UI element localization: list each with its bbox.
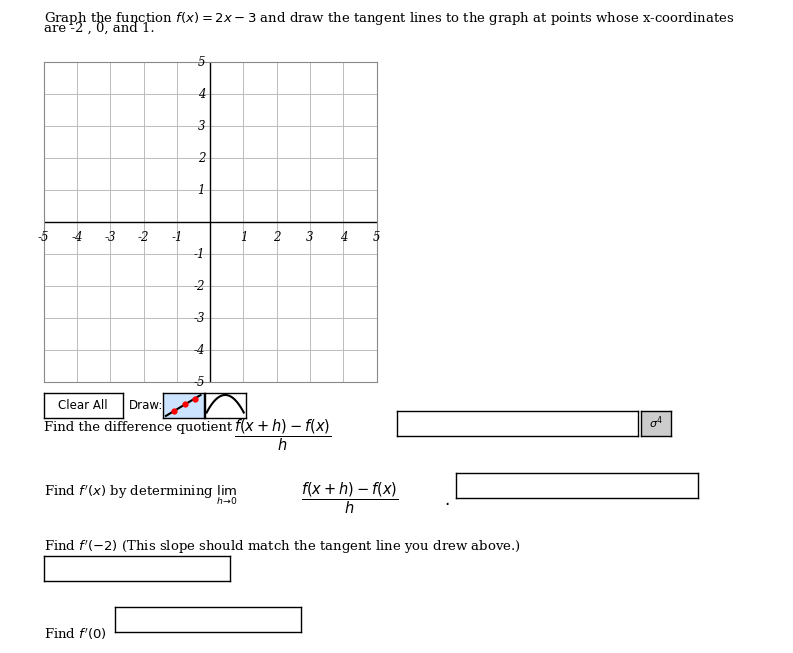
Text: -3: -3 (105, 231, 116, 244)
Text: -5: -5 (38, 231, 49, 244)
Text: $\dfrac{f(x+h)-f(x)}{h}$: $\dfrac{f(x+h)-f(x)}{h}$ (234, 418, 331, 453)
Text: -2: -2 (193, 279, 205, 293)
Text: are -2 , 0, and 1.: are -2 , 0, and 1. (44, 22, 155, 35)
Text: Find $f'(-2)$ (This slope should match the tangent line you drew above.): Find $f'(-2)$ (This slope should match t… (44, 539, 520, 556)
Text: -1: -1 (171, 231, 182, 244)
Text: 1: 1 (197, 183, 205, 197)
Text: 4: 4 (197, 88, 205, 101)
Text: 3: 3 (306, 231, 314, 244)
Text: 3: 3 (197, 119, 205, 133)
Text: -1: -1 (193, 247, 205, 261)
Text: Find $f'(x)$ by determining $\lim_{h \to 0}$: Find $f'(x)$ by determining $\lim_{h \to… (44, 483, 237, 507)
Text: -4: -4 (71, 231, 82, 244)
Text: $\sigma^4$: $\sigma^4$ (649, 415, 663, 432)
Text: Draw:: Draw: (128, 399, 163, 412)
Text: 2: 2 (273, 231, 281, 244)
Text: -5: -5 (193, 375, 205, 389)
Text: Find $f'(0)$: Find $f'(0)$ (44, 627, 106, 643)
Text: 1: 1 (239, 231, 247, 244)
Text: $\dfrac{f(x+h)-f(x)}{h}$: $\dfrac{f(x+h)-f(x)}{h}$ (301, 480, 399, 515)
Text: Find the difference quotient: Find the difference quotient (44, 421, 232, 434)
Text: 2: 2 (197, 151, 205, 165)
Text: -2: -2 (138, 231, 149, 244)
Text: -4: -4 (193, 343, 205, 357)
Text: Graph the function $f(x) = 2x - 3$ and draw the tangent lines to the graph at po: Graph the function $f(x) = 2x - 3$ and d… (44, 10, 734, 27)
Text: .: . (444, 491, 450, 509)
Text: Clear All: Clear All (59, 399, 108, 412)
Text: -3: -3 (193, 311, 205, 325)
Text: 5: 5 (373, 231, 381, 244)
Text: 4: 4 (339, 231, 347, 244)
Text: 5: 5 (197, 56, 205, 69)
